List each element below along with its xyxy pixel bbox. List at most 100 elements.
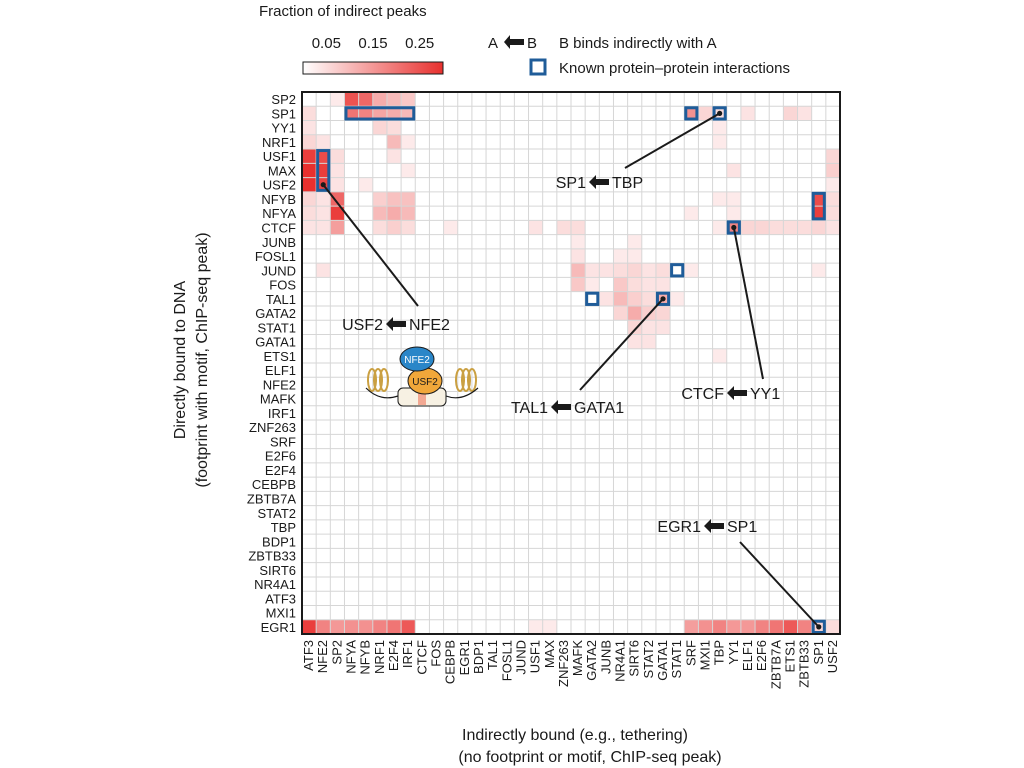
heatmap-cell xyxy=(825,206,840,221)
row-label: E2F4 xyxy=(265,463,296,478)
row-label: NR4A1 xyxy=(254,577,296,592)
heatmap-cell xyxy=(684,263,699,278)
heatmap-cell xyxy=(655,305,671,321)
heatmap-cell xyxy=(330,206,345,221)
annotation-leader-line xyxy=(322,184,419,307)
inset-bottom-label: USF2 xyxy=(412,377,438,388)
heatmap-cell xyxy=(401,92,416,107)
heatmap-cell xyxy=(528,220,543,235)
heatmap-cell xyxy=(755,619,770,634)
heatmap-cell xyxy=(627,263,642,278)
heatmap-cell xyxy=(302,134,317,150)
heatmap-cell xyxy=(386,106,402,121)
column-label: ZNF263 xyxy=(556,640,571,687)
legend: A B B binds indirectly with A Known prot… xyxy=(488,35,790,77)
heatmap-cell xyxy=(613,263,628,278)
heatmap-cell xyxy=(386,191,402,207)
heatmap-cell xyxy=(783,106,798,121)
heatmap-cell xyxy=(641,334,656,349)
heatmap-cell xyxy=(330,163,345,178)
heatmap-cell xyxy=(726,206,741,221)
heatmap-cell xyxy=(330,92,345,107)
heatmap-cell xyxy=(599,263,614,278)
heatmap-cell xyxy=(386,220,402,235)
heatmap-cell xyxy=(740,619,756,634)
column-label: SIRT6 xyxy=(627,640,642,677)
heatmap-cell xyxy=(302,619,317,634)
heatmap-cell xyxy=(783,220,798,235)
heatmap-cell xyxy=(401,134,416,150)
row-label: FOSL1 xyxy=(255,249,296,264)
row-label: NRF1 xyxy=(262,135,296,150)
dna-left-icon xyxy=(367,368,389,392)
heatmap-cell xyxy=(571,248,586,264)
legend-arrow-text: B binds indirectly with A xyxy=(559,35,717,52)
column-label: MAX xyxy=(542,640,557,669)
heatmap-cell xyxy=(627,305,642,321)
heatmap-cell xyxy=(344,106,359,121)
heatmap-cell xyxy=(726,163,741,178)
heatmap-cell xyxy=(401,619,416,634)
heatmap-cell xyxy=(684,106,699,121)
row-label: USF2 xyxy=(263,178,296,193)
colorbar-tick-label: 0.15 xyxy=(358,35,387,52)
row-label: NFYA xyxy=(262,206,296,221)
annotation-label-b: YY1 xyxy=(750,386,780,403)
column-label: ETS1 xyxy=(782,640,797,673)
column-label: MAFK xyxy=(570,640,585,676)
annotation-arrow-icon xyxy=(727,386,747,400)
row-label: ZBTB33 xyxy=(248,549,296,564)
row-label: TAL1 xyxy=(266,292,296,307)
heatmap-cell xyxy=(783,619,798,634)
heatmap-cell xyxy=(712,619,727,634)
heatmap-cell xyxy=(316,163,331,178)
row-label: SP2 xyxy=(271,92,296,107)
row-label: JUNB xyxy=(262,235,296,250)
heatmap-cell xyxy=(372,220,387,235)
known-interaction-boxes xyxy=(316,106,826,634)
heatmap-cell xyxy=(330,220,345,235)
heatmap-cell xyxy=(797,619,812,634)
row-label: STAT1 xyxy=(257,320,296,335)
heatmap-cell xyxy=(372,106,387,121)
column-label: ELF1 xyxy=(740,640,755,671)
heatmap-cell xyxy=(302,220,317,235)
annotation-label-b: NFE2 xyxy=(409,317,450,334)
heatmap-cell xyxy=(811,206,826,221)
column-label: JUNB xyxy=(598,640,613,674)
heatmap-cell xyxy=(698,106,713,121)
heatmap-cell xyxy=(655,277,671,292)
heatmap-cell xyxy=(302,120,317,135)
heatmap-cell xyxy=(641,263,656,278)
legend-a: A xyxy=(488,35,498,52)
heatmap-cell xyxy=(344,619,359,634)
inset-illustration: USF2 NFE2 xyxy=(365,346,479,407)
column-label: ZBTB33 xyxy=(797,640,812,688)
heatmap-cell xyxy=(740,220,756,235)
heatmap-cell xyxy=(372,619,387,634)
heatmap-cell xyxy=(330,191,345,207)
row-label: JUND xyxy=(261,263,296,278)
row-label: SP1 xyxy=(271,106,296,121)
heatmap-cell xyxy=(627,234,642,249)
column-label: ATF3 xyxy=(301,640,316,671)
legend-b: B xyxy=(527,35,537,52)
heatmap-cell xyxy=(726,191,741,207)
heatmap-cell xyxy=(571,277,586,292)
column-label: EGR1 xyxy=(457,640,472,675)
column-label: E2F4 xyxy=(386,640,401,671)
row-label: MXI1 xyxy=(266,606,296,621)
heatmap-cell xyxy=(330,177,345,192)
heatmap-cell xyxy=(684,619,699,634)
heatmap-cell xyxy=(712,348,727,363)
heatmap-cell xyxy=(372,92,387,107)
annotations: SP1 TBP USF2 NFE2 TAL1 GATA1 CTCF YY1 EGR1 SP1 xyxy=(320,110,822,630)
column-label: YY1 xyxy=(726,640,741,665)
column-label: MXI1 xyxy=(698,640,713,670)
heatmap-cell xyxy=(302,106,317,121)
heatmap-cell xyxy=(825,619,840,634)
heatmap-cell xyxy=(358,619,373,634)
heatmap-cell xyxy=(302,191,317,207)
heatmap-cell xyxy=(302,163,317,178)
annotation-arrow-icon xyxy=(704,519,724,533)
